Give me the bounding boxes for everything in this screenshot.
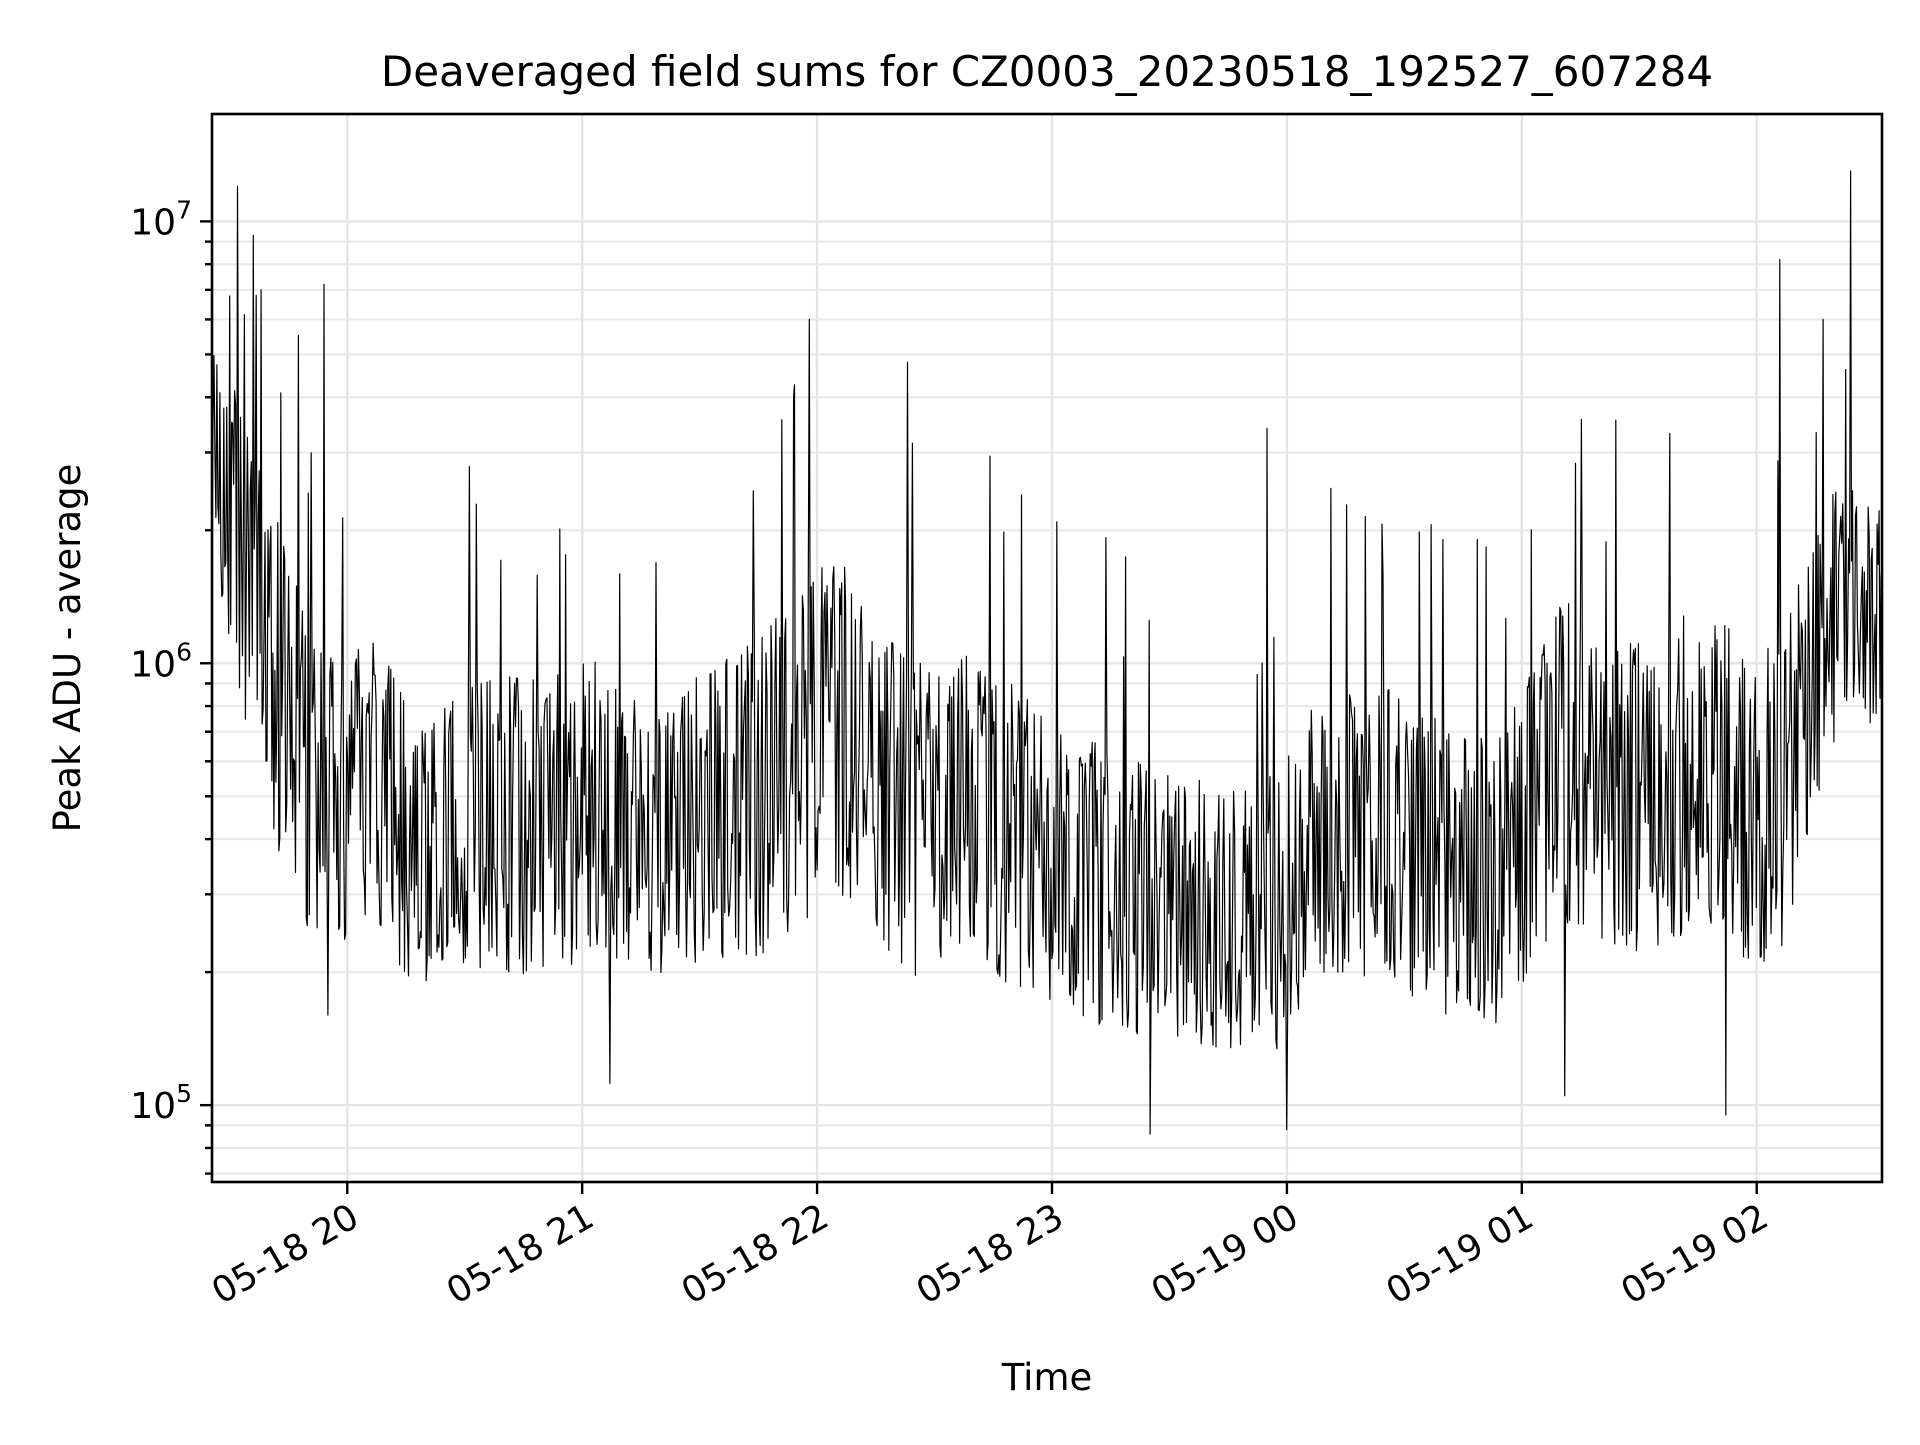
x-tick-label: 05-18 20 <box>205 1196 366 1312</box>
x-tick-label: 05-19 02 <box>1615 1196 1776 1312</box>
x-tick-label: 05-19 00 <box>1145 1196 1306 1312</box>
y-axis-label: Peak ADU - average <box>46 464 89 833</box>
chart-title: Deaveraged field sums for CZ0003_2023051… <box>381 47 1713 96</box>
x-tick-label: 05-18 21 <box>440 1196 601 1312</box>
grid <box>212 114 1882 1182</box>
series-path <box>211 170 1883 1135</box>
y-tick-label: 106 <box>130 637 192 685</box>
y-tick-label: 105 <box>130 1079 192 1127</box>
y-tick-label: 107 <box>130 195 192 243</box>
x-axis-label: Time <box>1001 1356 1093 1399</box>
series-line <box>211 170 1883 1135</box>
plot-frame <box>210 112 1884 1184</box>
x-axis-ticks: 05-18 20 05-18 21 05-18 22 05-18 23 05-19 00… <box>205 1182 1775 1313</box>
y-axis-ticks: 105 106 107 <box>130 195 212 1175</box>
x-tick-label: 05-18 22 <box>675 1196 836 1312</box>
x-tick-label: 05-18 23 <box>910 1196 1071 1312</box>
x-tick-label: 05-19 01 <box>1380 1196 1541 1312</box>
